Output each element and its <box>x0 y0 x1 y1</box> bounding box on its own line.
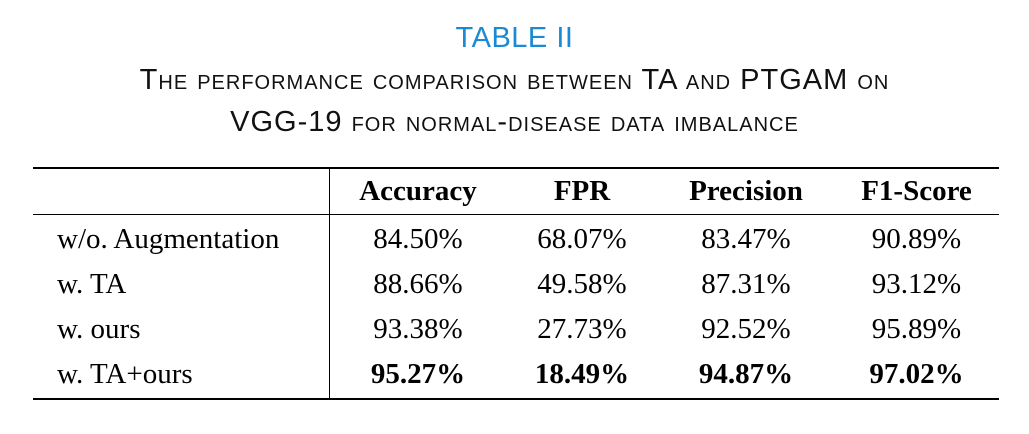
table-cell-best: 95.27% <box>370 358 466 390</box>
table-cell-best: 97.02% <box>869 358 964 390</box>
table-cell: 84.50% <box>373 223 463 255</box>
table-caption-line-1: The performance comparison between TA an… <box>139 64 890 96</box>
row-label-wo-augmentation: w/o. Augmentation <box>57 223 280 255</box>
table-column-divider <box>329 169 330 398</box>
row-label-w-ta: w. TA <box>57 268 127 300</box>
table-caption-line-2: VGG-19 for normal-disease data imbalance <box>230 106 799 138</box>
table-cell: 68.07% <box>537 223 627 255</box>
table-label: TABLE II <box>455 22 574 54</box>
table-cell: 27.73% <box>537 313 627 345</box>
column-header-f1-score: F1-Score <box>861 175 972 207</box>
table-cell: 95.89% <box>871 313 962 345</box>
table-header-rule <box>33 214 999 215</box>
table-cell: 90.89% <box>871 223 962 255</box>
table-cell-best: 18.49% <box>534 358 630 390</box>
row-label-w-ours: w. ours <box>57 313 141 345</box>
table-cell: 87.31% <box>701 268 791 300</box>
table-cell: 88.66% <box>373 268 463 300</box>
table-cell: 49.58% <box>537 268 627 300</box>
table-cell: 93.12% <box>871 268 962 300</box>
column-header-fpr: FPR <box>553 175 611 207</box>
table-top-rule <box>33 167 999 169</box>
column-header-accuracy: Accuracy <box>359 175 477 207</box>
table-cell: 92.52% <box>701 313 791 345</box>
table-cell: 83.47% <box>701 223 791 255</box>
row-label-w-ta-ours: w. TA+ours <box>57 358 193 390</box>
column-header-precision: Precision <box>689 175 803 207</box>
table-cell-best: 94.87% <box>698 358 794 390</box>
table-bottom-rule <box>33 398 999 400</box>
table-cell: 93.38% <box>373 313 463 345</box>
